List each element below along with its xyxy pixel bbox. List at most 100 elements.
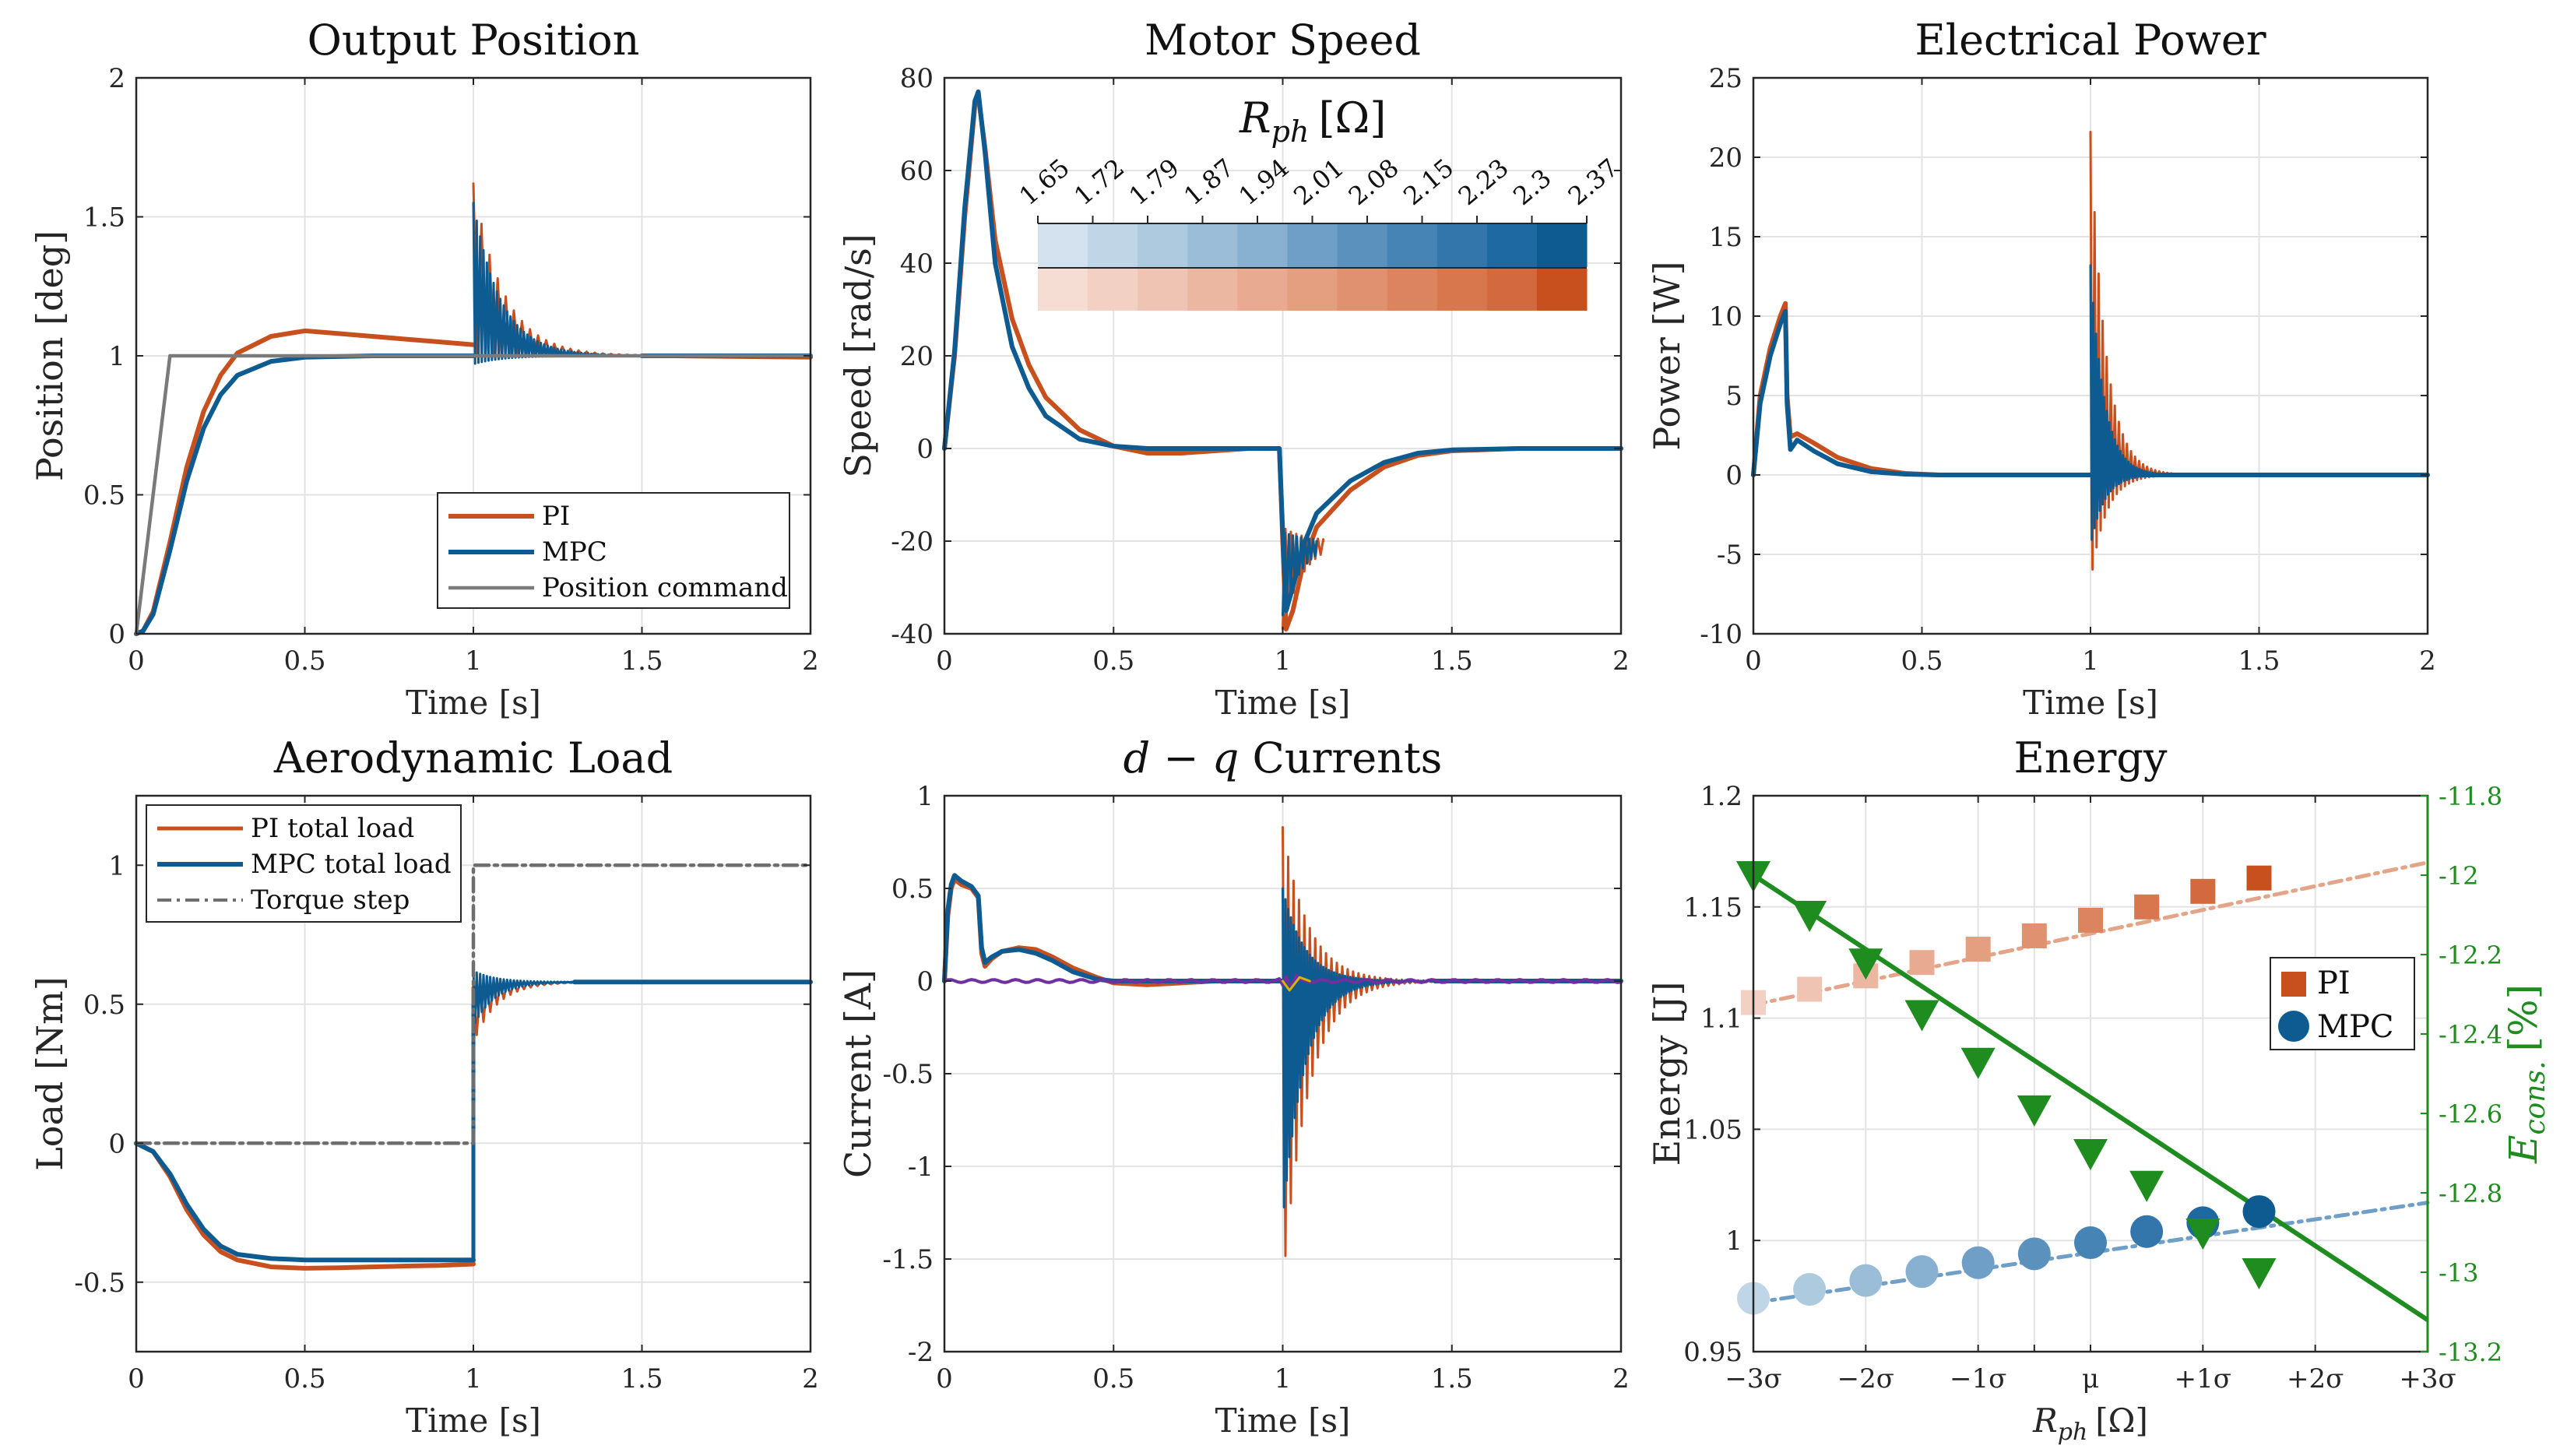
y-axis-label: Load [Nm] xyxy=(29,976,71,1171)
legend-swatch-mpc xyxy=(2278,1011,2309,1042)
y2-tick-label: -11.8 xyxy=(2439,782,2502,811)
series-torque-step-line xyxy=(134,863,813,1145)
colorbar-pi-cell xyxy=(1436,269,1488,311)
y-tick-label: 1.2 xyxy=(1700,781,1742,812)
colorbar-mpc-cell xyxy=(1038,223,1088,267)
mpc-energy-marker xyxy=(2242,1195,2276,1229)
chart-electrical-power: 0 0.5 1 1.5 2 -10 -5 0 5 10 15 20 25 Time [s] Power [W… xyxy=(1646,16,2436,722)
colorbar-mpc-cell xyxy=(1088,223,1138,267)
mpc-energy-marker xyxy=(2074,1226,2107,1260)
y2-tick-label: -12.2 xyxy=(2439,941,2502,970)
y-tick-label: -2 xyxy=(908,1337,934,1368)
colorbar-pi-cell xyxy=(1237,269,1288,311)
x-tick-label: 1 xyxy=(465,645,482,677)
y2-tick-label: -12.8 xyxy=(2439,1179,2502,1208)
colorbar-mpc-cell xyxy=(1387,223,1438,267)
x-tick-label: 1.5 xyxy=(621,645,663,677)
colorbar-pi-cell xyxy=(1138,269,1188,311)
y-tick-label: 1 xyxy=(916,781,934,812)
y-tick-label: 0.95 xyxy=(1683,1337,1742,1368)
y-tick-label: 20 xyxy=(1709,142,1742,174)
colorbar-mpc-cell xyxy=(1187,223,1238,267)
y-tick-label: 20 xyxy=(900,341,934,372)
colorbar-mpc-cell xyxy=(1287,223,1338,267)
econs-marker xyxy=(2017,1095,2052,1127)
x-axis-label: Time [s] xyxy=(1215,1401,1351,1440)
chart-title: Electrical Power xyxy=(1915,16,2266,65)
x-tick-label: 0 xyxy=(128,645,145,677)
chart-title: Aerodynamic Load xyxy=(273,733,673,783)
y-tick-label: 0.5 xyxy=(83,480,125,512)
y-tick-label: -0.5 xyxy=(74,1268,125,1299)
y2-axis-label: Econs.[%] xyxy=(2501,984,2551,1164)
x-tick-label: 1 xyxy=(465,1363,482,1394)
pi-energy-marker xyxy=(2246,865,2272,891)
mpc-energy-marker xyxy=(1849,1264,1883,1297)
x-tick-label: 2 xyxy=(1612,1363,1630,1394)
mpc-energy-marker xyxy=(1905,1255,1939,1289)
legend-label: MPC xyxy=(2317,1009,2393,1045)
y-tick-label: 0 xyxy=(108,619,125,650)
legend-label: PI xyxy=(542,501,570,532)
x-tick-label: 2 xyxy=(1612,645,1630,677)
chart-title: d − q Currents xyxy=(1123,733,1443,783)
x-tick-label: 2 xyxy=(802,1363,819,1394)
x-tick-label: 0.5 xyxy=(1092,1363,1134,1394)
y-tick-label: 25 xyxy=(1709,63,1742,94)
x-tick-label: 1 xyxy=(2082,645,2099,677)
econs-marker xyxy=(2242,1258,2277,1289)
y-tick-label: 1 xyxy=(108,341,125,372)
y-tick-label: 1.15 xyxy=(1683,892,1742,923)
y2-tick-label: -13 xyxy=(2439,1258,2479,1288)
y-tick-label: 5 xyxy=(1725,381,1742,412)
econs-marker xyxy=(1960,1047,1996,1079)
series-d-current-line xyxy=(943,973,1623,987)
econs-marker xyxy=(2073,1139,2108,1170)
colorbar-pi-cell xyxy=(1187,269,1238,311)
x-tick-label: 0 xyxy=(1745,645,1762,677)
y-axis-label: Current [A] xyxy=(837,969,879,1178)
y-tick-label: 0.5 xyxy=(83,990,125,1021)
x-tick-label: 1.5 xyxy=(1431,645,1473,677)
chart-title: Energy xyxy=(2013,733,2168,783)
y-tick-label: -1 xyxy=(908,1152,934,1183)
y-tick-label: -0.5 xyxy=(882,1059,934,1090)
x-tick-label: 1.5 xyxy=(2238,645,2280,677)
x-axis-label: Time [s] xyxy=(1215,684,1351,722)
y-tick-label: 0 xyxy=(108,1128,125,1159)
x-tick-label: 1.5 xyxy=(621,1363,663,1394)
colorbar-mpc-cell xyxy=(1486,223,1538,267)
x-tick-label: 0 xyxy=(936,645,953,677)
pi-energy-marker xyxy=(2134,894,2160,920)
y2-tick-label: -12.4 xyxy=(2439,1020,2502,1050)
colorbar-mpc-cell xyxy=(1138,223,1188,267)
x-axis-label: Rph [Ω] xyxy=(2032,1401,2148,1446)
mpc-energy-marker xyxy=(2130,1215,2164,1248)
y-tick-label: 0 xyxy=(916,966,934,997)
y-tick-label: -40 xyxy=(891,619,934,650)
chart-aerodynamic-load: 0 0.5 1 1.5 2 -0.5 0 0.5 1 Time [s] Load [Nm] Aerod… xyxy=(29,733,819,1440)
x-tick-label: 2 xyxy=(2419,645,2436,677)
x-tick-label: −2σ xyxy=(1837,1363,1894,1394)
y-tick-label: 2 xyxy=(108,63,125,94)
pi-energy-marker xyxy=(1797,976,1823,1002)
legend: PI total load MPC total load Torque step xyxy=(146,804,462,923)
chart-title: Motor Speed xyxy=(1145,16,1421,65)
legend-label: Torque step xyxy=(251,885,410,916)
legend-label: MPC xyxy=(542,536,607,568)
series-mpc-line xyxy=(1751,308,2093,477)
y-tick-label: 40 xyxy=(900,248,934,280)
pi-energy-marker xyxy=(1965,937,1991,962)
legend-swatch-pi xyxy=(2281,972,2306,997)
colorbar-label: Rph [Ω] xyxy=(1239,93,1386,149)
x-tick-label: 0 xyxy=(936,1363,953,1394)
y-tick-label: 0 xyxy=(1725,460,1742,491)
econs-marker xyxy=(1904,1000,1939,1032)
series-reference-line xyxy=(1282,976,1311,992)
econs-marker xyxy=(1792,901,1827,932)
y-tick-label: 15 xyxy=(1709,222,1742,253)
x-axis-label: Time [s] xyxy=(406,684,541,722)
y2-tick-label: -12.6 xyxy=(2439,1099,2502,1129)
x-tick-label: 0.5 xyxy=(283,645,325,677)
colorbar-mpc-cell xyxy=(1436,223,1488,267)
